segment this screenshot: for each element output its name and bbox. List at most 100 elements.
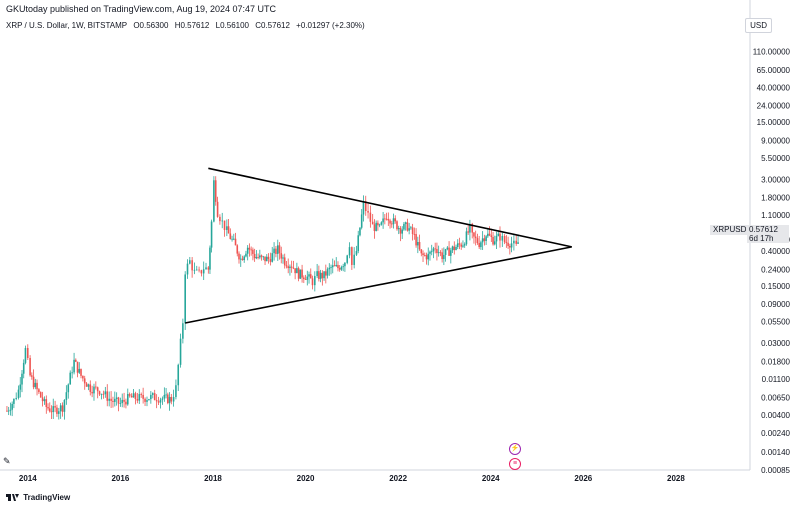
candle-body [467,231,469,233]
candle-body [371,221,374,225]
candle-body [82,375,84,379]
candle-body [478,242,480,248]
candle-body [205,267,207,270]
candle-body [380,222,383,225]
candle-body [260,255,263,257]
candle-body [453,246,456,251]
candle-body [69,372,72,385]
candle-body [265,256,268,262]
candle-body [485,236,487,241]
candle-body [360,214,363,228]
last-price: 0.57612 [749,225,778,234]
lightning-glyph: ⚡ [510,445,520,452]
candle-body [234,238,237,246]
candle-body [443,254,445,260]
drawing-tool-icon[interactable]: ✎ [3,456,11,466]
currency-button[interactable]: USD [745,18,772,33]
candle-body [267,256,270,260]
candle-body [369,212,372,222]
symbol-badge: XRPUSD [710,225,750,235]
candle-body [333,265,336,267]
candle-body [98,391,101,395]
candle-body [430,251,433,253]
candle-body [499,233,501,241]
candle-body [326,269,329,276]
candle-body [255,257,258,259]
candle-body [417,242,419,246]
candle-body [24,348,27,363]
candle-body [213,180,215,222]
candle-body [304,279,307,280]
candle-body [390,223,393,225]
price-tick-label: 0.00400 [761,411,790,420]
candle-body [303,277,305,280]
candle-body [423,255,426,256]
candle-body [406,222,409,231]
time-tick-label: 2022 [389,474,407,483]
candle-body [487,233,489,237]
lightning-icon[interactable]: ⚡ [509,443,521,455]
candle-body [387,219,390,221]
price-tick-label: 0.00140 [761,448,790,457]
candle-body [377,222,379,226]
price-tick-label: 0.00085 [761,466,790,475]
candle-body [19,384,22,390]
candle-body [373,224,376,231]
candle-body [191,260,193,271]
flag-glyph: ≡ [512,460,518,467]
price-tick-label: 0.03000 [761,339,790,348]
candle-body [493,241,496,245]
candle-body [282,257,284,259]
candle-body [290,266,293,268]
candle-body [515,240,518,244]
candle-body [32,376,35,388]
candle-body [319,272,322,279]
candle-body [378,224,381,226]
candle-body [490,235,493,238]
time-tick-label: 2020 [297,474,315,483]
price-tick-label: 15.00000 [757,118,791,127]
candle-body [186,263,189,275]
candle-body [492,237,494,245]
candle-body [236,245,239,254]
candle-body [389,220,391,224]
candle-body [202,269,205,274]
candle-body [231,238,233,240]
symbol-legend: XRP / U.S. Dollar, 1W, BITSTAMP O0.56300… [6,21,369,30]
trendline[interactable] [185,246,572,324]
candle-body [153,393,156,401]
candle-body [273,248,275,254]
candle-body [128,393,131,396]
candle-body [451,246,454,251]
candle-body [151,393,154,395]
candle-body [159,399,162,403]
candle-body [309,274,312,279]
candle-body [456,243,459,248]
price-tick-label: 5.50000 [761,154,790,163]
candle-body [150,394,152,400]
candle-body [163,394,166,399]
trendline[interactable] [208,167,572,248]
candle-body [31,375,33,377]
candle-body [61,405,64,412]
candle-body [198,269,200,271]
candle-body [216,201,219,217]
us-flag-icon[interactable]: ≡ [509,458,521,470]
candle-body [75,359,77,362]
candle-body [167,394,169,404]
candle-body [252,249,254,254]
time-tick-label: 2018 [204,474,222,483]
candle-body [410,227,412,229]
candle-body [71,372,73,374]
candle-body [57,411,60,414]
price-tick-label: 0.01800 [761,357,790,366]
candle-body [161,398,164,400]
candle-body [513,240,515,244]
candle-body [292,267,295,269]
candle-body [119,403,122,404]
ohlc-change: +0.01297 (+2.30%) [296,21,365,30]
candle-body [364,201,367,212]
candle-body [238,253,240,260]
candle-body [219,216,221,222]
